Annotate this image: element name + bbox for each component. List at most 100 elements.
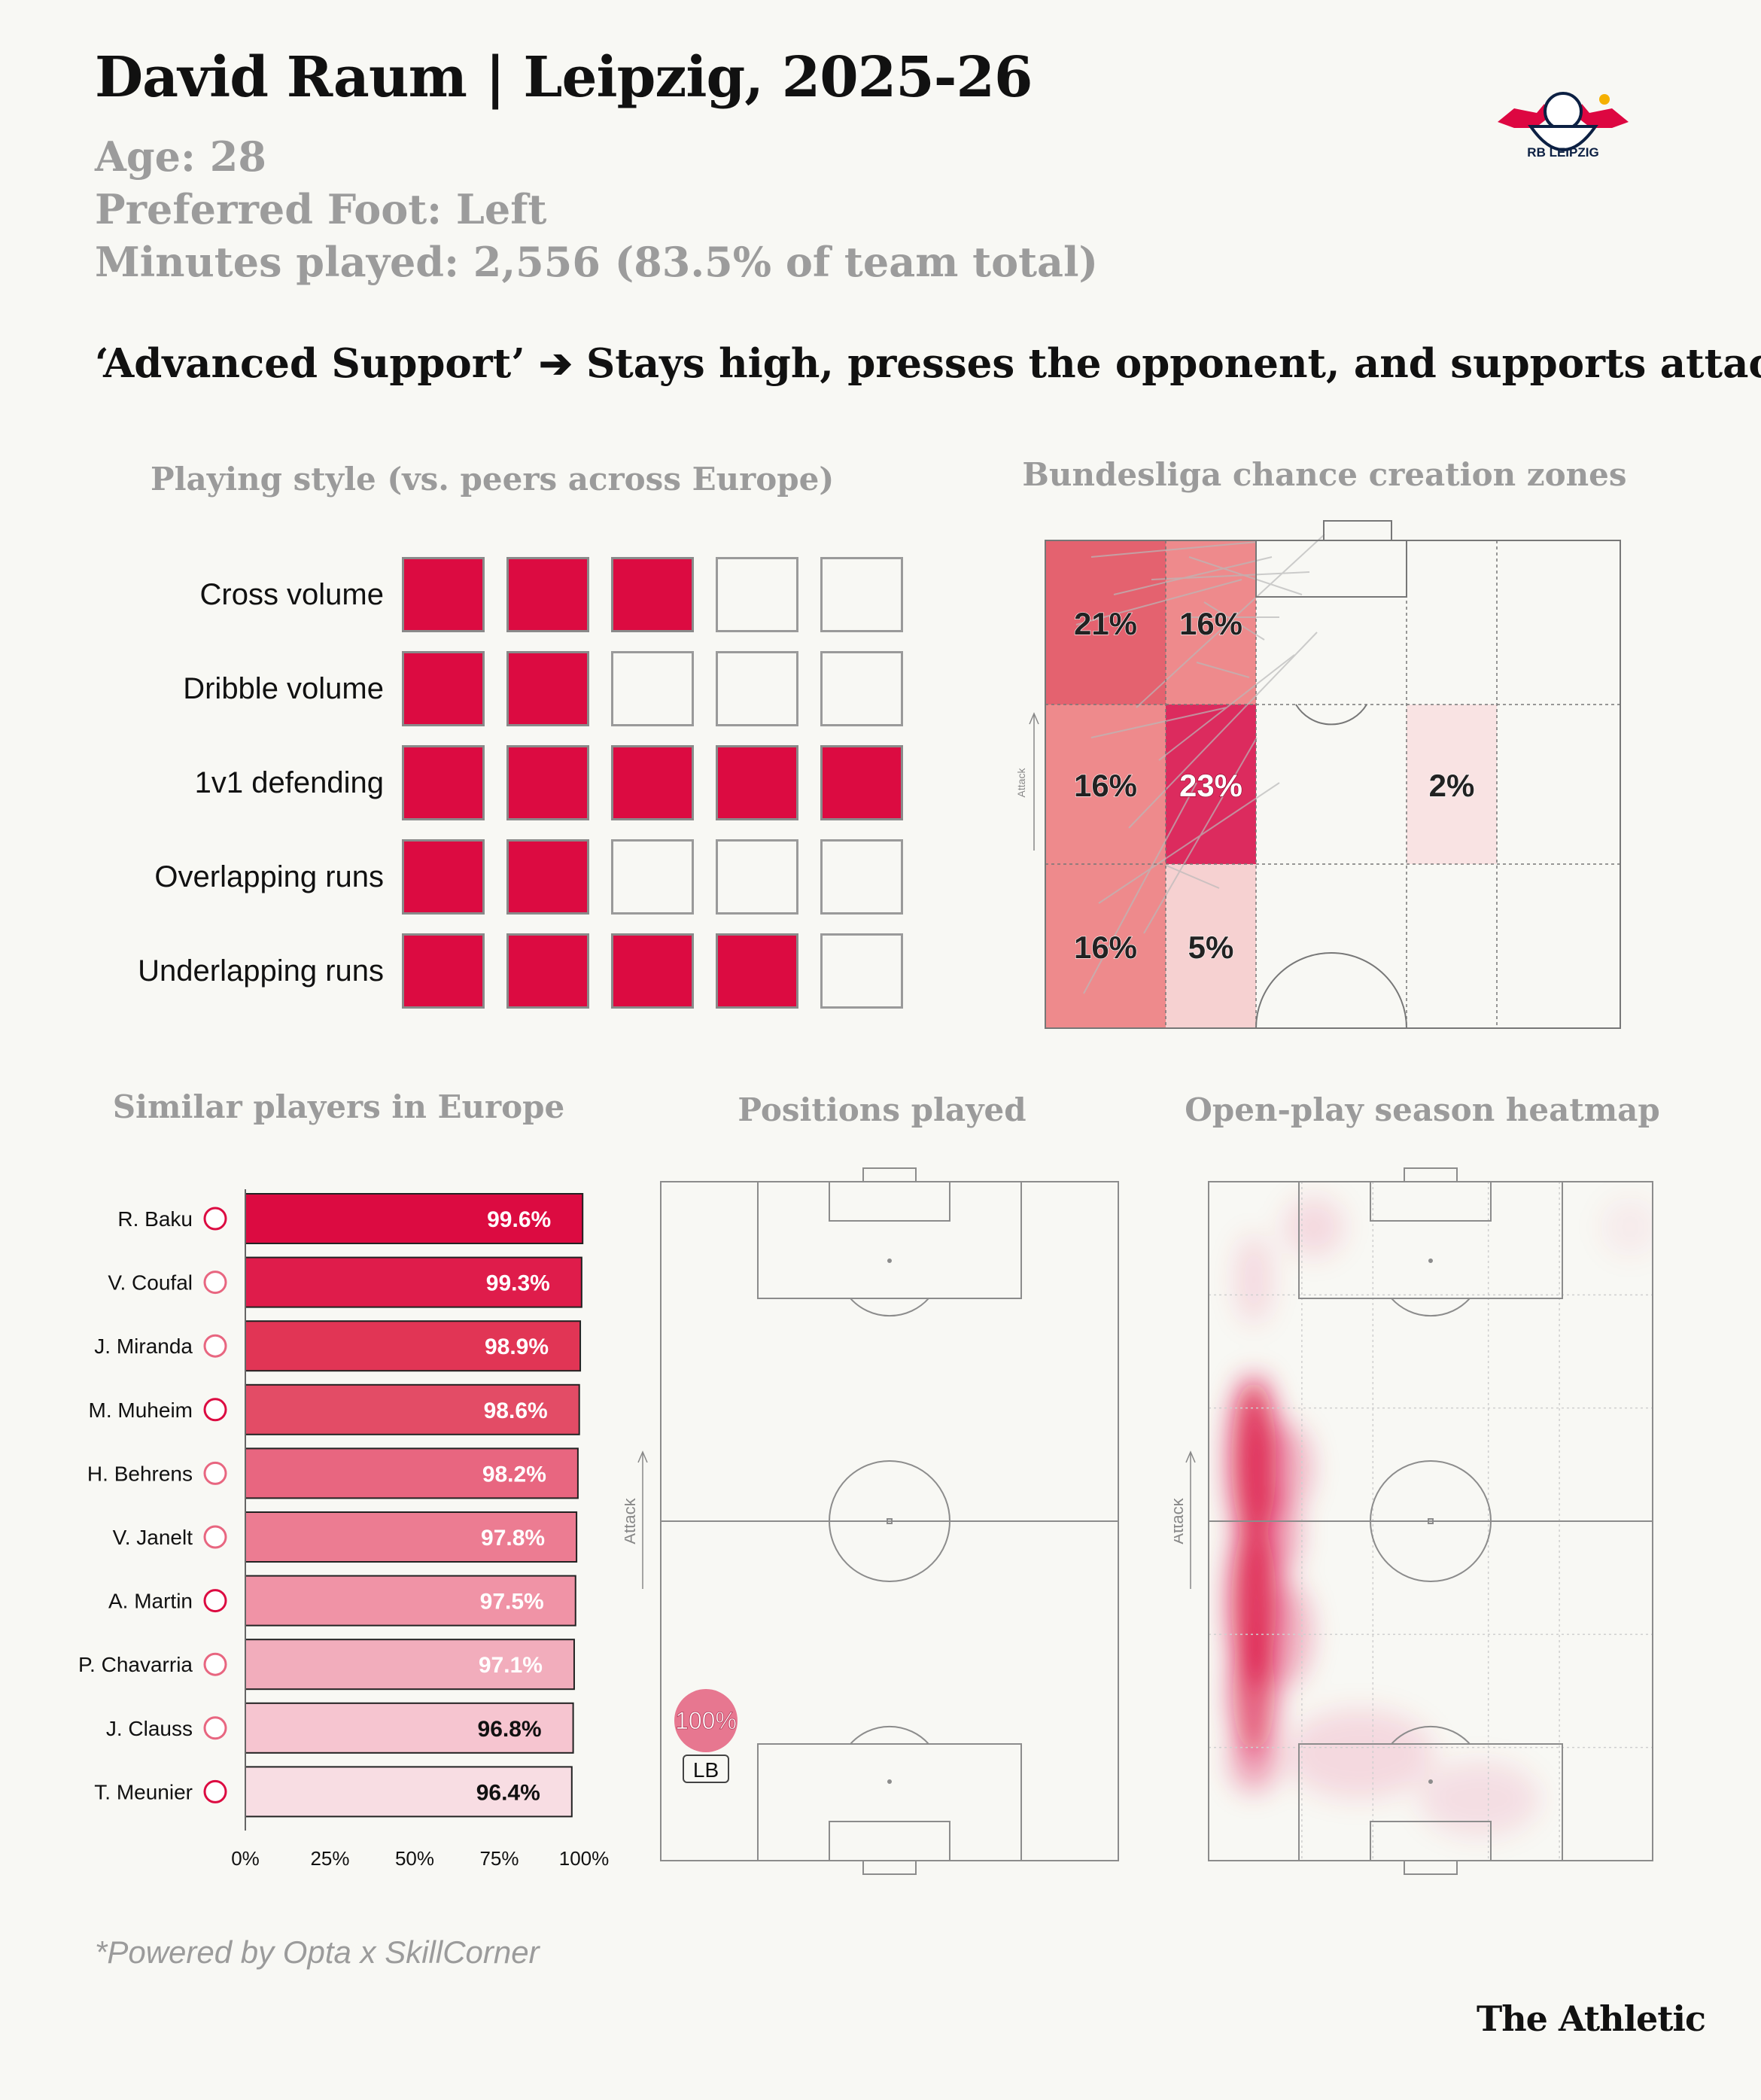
- pass-arrow: [1128, 632, 1318, 829]
- center-circle: [1255, 952, 1407, 1029]
- club-badge-icon: [203, 1461, 227, 1485]
- club-badge-icon: [203, 1589, 227, 1613]
- similarity-bar: [245, 1511, 578, 1563]
- club-badge-icon: [203, 1207, 227, 1231]
- pass-arrow: [1075, 579, 1242, 625]
- style-square-filled: [611, 557, 694, 632]
- arrowhead-icon: [1029, 712, 1039, 725]
- style-square-filled: [402, 651, 485, 726]
- arrowhead-icon: [1185, 1450, 1196, 1463]
- source-note: *Powered by Opta x SkillCorner: [95, 1934, 540, 1970]
- player-name: P. Chavarria: [78, 1653, 193, 1676]
- position-bubble: [674, 1689, 738, 1752]
- zone-cell: [1407, 705, 1497, 864]
- position-share-label: 100%: [675, 1707, 737, 1734]
- penalty-arc-bottom: [1391, 1725, 1471, 1745]
- x-tick-label: 25%: [310, 1847, 349, 1867]
- style-square-empty: [716, 557, 798, 632]
- pass-arrow: [1098, 782, 1280, 904]
- heat-blob: [1284, 1709, 1434, 1799]
- similarity-value: 99.6%: [487, 1207, 551, 1232]
- similarity-value: 96.4%: [476, 1780, 540, 1805]
- style-row-label: Underlapping runs: [138, 954, 384, 988]
- pass-arrows: [1075, 534, 1325, 994]
- style-square-filled: [611, 933, 694, 1009]
- attack-label: Attack: [1174, 1497, 1187, 1544]
- style-square-filled: [506, 745, 589, 820]
- style-square-filled: [506, 651, 589, 726]
- style-square-filled: [402, 557, 485, 632]
- zone-cell: [1166, 864, 1256, 1028]
- player-name: T. Meunier: [94, 1780, 193, 1803]
- heat-blobs: [1231, 1197, 1653, 1837]
- penalty-arc: [1295, 704, 1367, 726]
- heat-blob: [1231, 1731, 1276, 1791]
- style-square-filled: [716, 745, 798, 820]
- player-minutes: Minutes played: 2,556 (83.5% of team tot…: [95, 238, 1099, 286]
- style-row-label: Overlapping runs: [154, 860, 384, 893]
- penalty-spot-bottom: [1428, 1779, 1433, 1784]
- positions-title: Positions played: [738, 1091, 1026, 1128]
- style-row-label: Dribble volume: [183, 672, 384, 705]
- penalty-arc-top: [850, 1298, 929, 1317]
- zone-label: 5%: [1188, 930, 1234, 965]
- penalty-arc-top: [1391, 1298, 1471, 1317]
- heat-blob: [1600, 1197, 1653, 1257]
- arrowhead-icon: [637, 1450, 648, 1463]
- six-yard-box-top: [1370, 1181, 1492, 1222]
- style-square-empty: [716, 651, 798, 726]
- penalty-spot-top: [887, 1258, 892, 1263]
- style-square-empty: [820, 557, 903, 632]
- zone-label: 2%: [1429, 768, 1475, 803]
- heat-blob: [1235, 1234, 1273, 1325]
- sun-icon: [1599, 94, 1610, 105]
- pass-arrow: [1090, 541, 1258, 558]
- player-name: R. Baku: [117, 1207, 193, 1231]
- positions-chart: Attack 100% LB: [625, 1167, 1119, 1875]
- penalty-spot-top: [1428, 1258, 1433, 1263]
- club-logo: RB LEIPZIG: [1492, 78, 1635, 176]
- heatmap-chart: Attack: [1174, 1167, 1653, 1875]
- zone-label: 21%: [1074, 606, 1137, 641]
- penalty-box-top: [757, 1181, 1022, 1299]
- center-circle: [1370, 1460, 1492, 1582]
- pass-arrow: [1196, 662, 1250, 678]
- zone-label: 16%: [1074, 930, 1137, 965]
- similar-players-title: Similar players in Europe: [112, 1088, 565, 1125]
- chance-zones-chart: Attack 21% 16% 16% 23% 2% 16% 5%: [1015, 520, 1621, 1029]
- player-name: J. Clauss: [106, 1717, 193, 1740]
- goal-bottom: [1404, 1860, 1458, 1875]
- pass-arrow: [1203, 601, 1265, 641]
- club-badge-icon: [203, 1779, 227, 1803]
- style-square-empty: [611, 839, 694, 915]
- style-square-filled: [506, 557, 589, 632]
- goal-top: [1404, 1167, 1458, 1182]
- attack-indicator: Attack: [1174, 1450, 1196, 1589]
- center-spot: [887, 1518, 893, 1524]
- similarity-value: 97.8%: [481, 1526, 545, 1551]
- player-name: M. Muheim: [89, 1398, 193, 1422]
- pitch-lines: [1208, 1167, 1653, 1875]
- pass-arrow: [1083, 782, 1197, 994]
- club-badge-icon: [203, 1716, 227, 1740]
- zone-label: 23%: [1179, 768, 1242, 803]
- style-square-filled: [716, 933, 798, 1009]
- position-code-label: LB: [693, 1758, 719, 1782]
- goal-bottom: [862, 1860, 917, 1875]
- ball-icon: [1544, 92, 1583, 131]
- zone-cell: [1166, 540, 1256, 705]
- player-name: J. Miranda: [94, 1335, 193, 1358]
- heat-blob: [1258, 1581, 1310, 1686]
- pitch-lines: [660, 1167, 1119, 1875]
- pass-arrow: [1113, 556, 1273, 595]
- similarity-value: 98.6%: [484, 1398, 548, 1423]
- club-badge-icon: [203, 1652, 227, 1676]
- similarity-bar: [245, 1383, 580, 1435]
- zone-cell: [1166, 705, 1256, 864]
- bull-left-icon: [1498, 104, 1549, 128]
- similarity-value: 96.8%: [478, 1717, 542, 1742]
- crest-shape: [1528, 125, 1598, 151]
- heat-blob: [1284, 1197, 1344, 1257]
- playing-style-title: Playing style (vs. peers across Europe): [151, 461, 835, 498]
- player-role: ‘Advanced Support’ ➔ Stays high, presses…: [95, 340, 1761, 387]
